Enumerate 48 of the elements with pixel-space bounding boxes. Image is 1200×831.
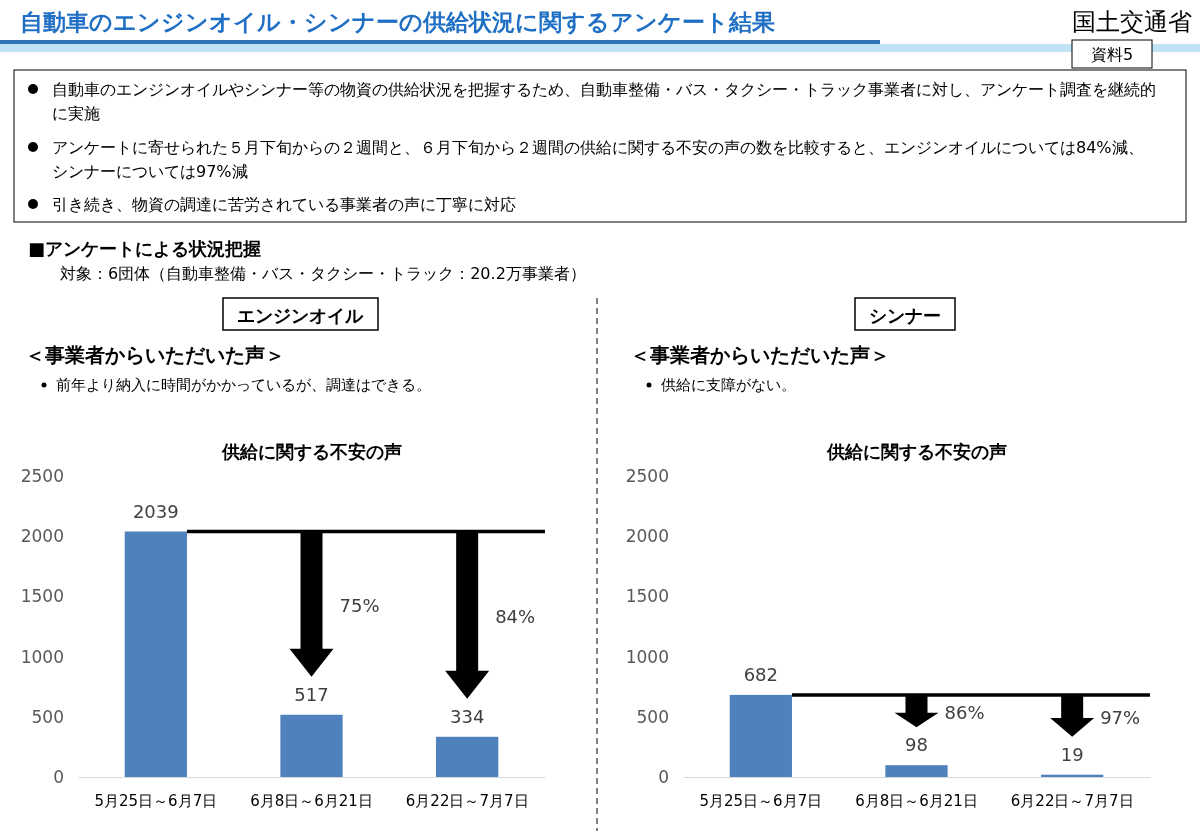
data-label: 682 (743, 663, 779, 685)
text: 引き続き、物資の調達に苦労されている事業者の声に丁寧に対応 (52, 195, 516, 214)
data-label: 19 (1060, 743, 1084, 765)
x-tick-label: 6月22日～7月7日 (1010, 791, 1134, 810)
text: 前年より納入に時間がかかっているが、調達はできる。 (56, 376, 431, 394)
x-tick-label: 6月22日～7月7日 (405, 791, 529, 810)
y-tick-label: 2000 (20, 526, 64, 547)
chart-title: 供給に関する不安の声 (220, 441, 402, 462)
y-tick-label: 500 (636, 706, 669, 727)
bar (124, 531, 187, 777)
text: 対象：6団体（自動車整備・バス・タクシー・トラック：20.2万事業者） (60, 264, 586, 283)
annotation: 86% (944, 702, 985, 724)
data-label: 2039 (132, 500, 179, 522)
y-tick-label: 0 (658, 766, 669, 787)
y-tick-label: 1000 (625, 646, 669, 667)
y-tick-label: 1500 (625, 586, 669, 607)
text: シンナー (869, 305, 941, 326)
data-label: 517 (294, 683, 329, 705)
annotation: 75% (339, 595, 380, 617)
y-tick-label: 1000 (20, 646, 64, 667)
bar (885, 765, 948, 777)
data-label: 98 (905, 734, 928, 756)
text: 供給に支障がない。 (661, 376, 796, 394)
bar (436, 736, 499, 777)
text: 自動車のエンジンオイルやシンナー等の物資の供給状況を把握するため、自動車整備・バス・タクシー・トラック事業者に対し、アンケート調査を継続的に実施 (52, 80, 1156, 123)
text: 国土交通省 (1072, 8, 1192, 36)
y-tick-label: 500 (31, 706, 64, 727)
text: エンジンオイル (237, 305, 364, 326)
y-tick-label: 2000 (625, 526, 669, 547)
x-tick-label: 5月25日～6月7日 (94, 791, 218, 810)
x-tick-label: 6月8日～6月21日 (250, 791, 373, 810)
x-tick-label: 5月25日～6月7日 (699, 791, 823, 810)
text: 自動車のエンジンオイル・シンナーの供給状況に関するアンケート結果 (20, 9, 775, 35)
data-label: 334 (449, 705, 485, 727)
annotation: 84% (495, 606, 536, 628)
y-tick-label: 1500 (20, 586, 64, 607)
y-tick-label: 2500 (625, 465, 669, 486)
text: ＜事業者からいただいた声＞ (630, 343, 890, 367)
text: 資料5 (1090, 45, 1134, 64)
text: ＜事業者からいただいた声＞ (25, 343, 285, 367)
chart-title: 供給に関する不安の声 (825, 441, 1007, 462)
x-tick-label: 6月8日～6月21日 (855, 791, 978, 810)
text: ■アンケートによる状況把握 (28, 238, 262, 259)
text: アンケートに寄せられた５月下旬からの２週間と、６月下旬から２週間の供給に関する不安の声の数を比較すると、エンジンオイルについては84%減、シンナーについては97%減 (52, 138, 1144, 181)
bar (280, 714, 343, 777)
y-tick-label: 2500 (20, 465, 64, 486)
bar (729, 694, 792, 777)
y-tick-label: 0 (53, 766, 64, 787)
